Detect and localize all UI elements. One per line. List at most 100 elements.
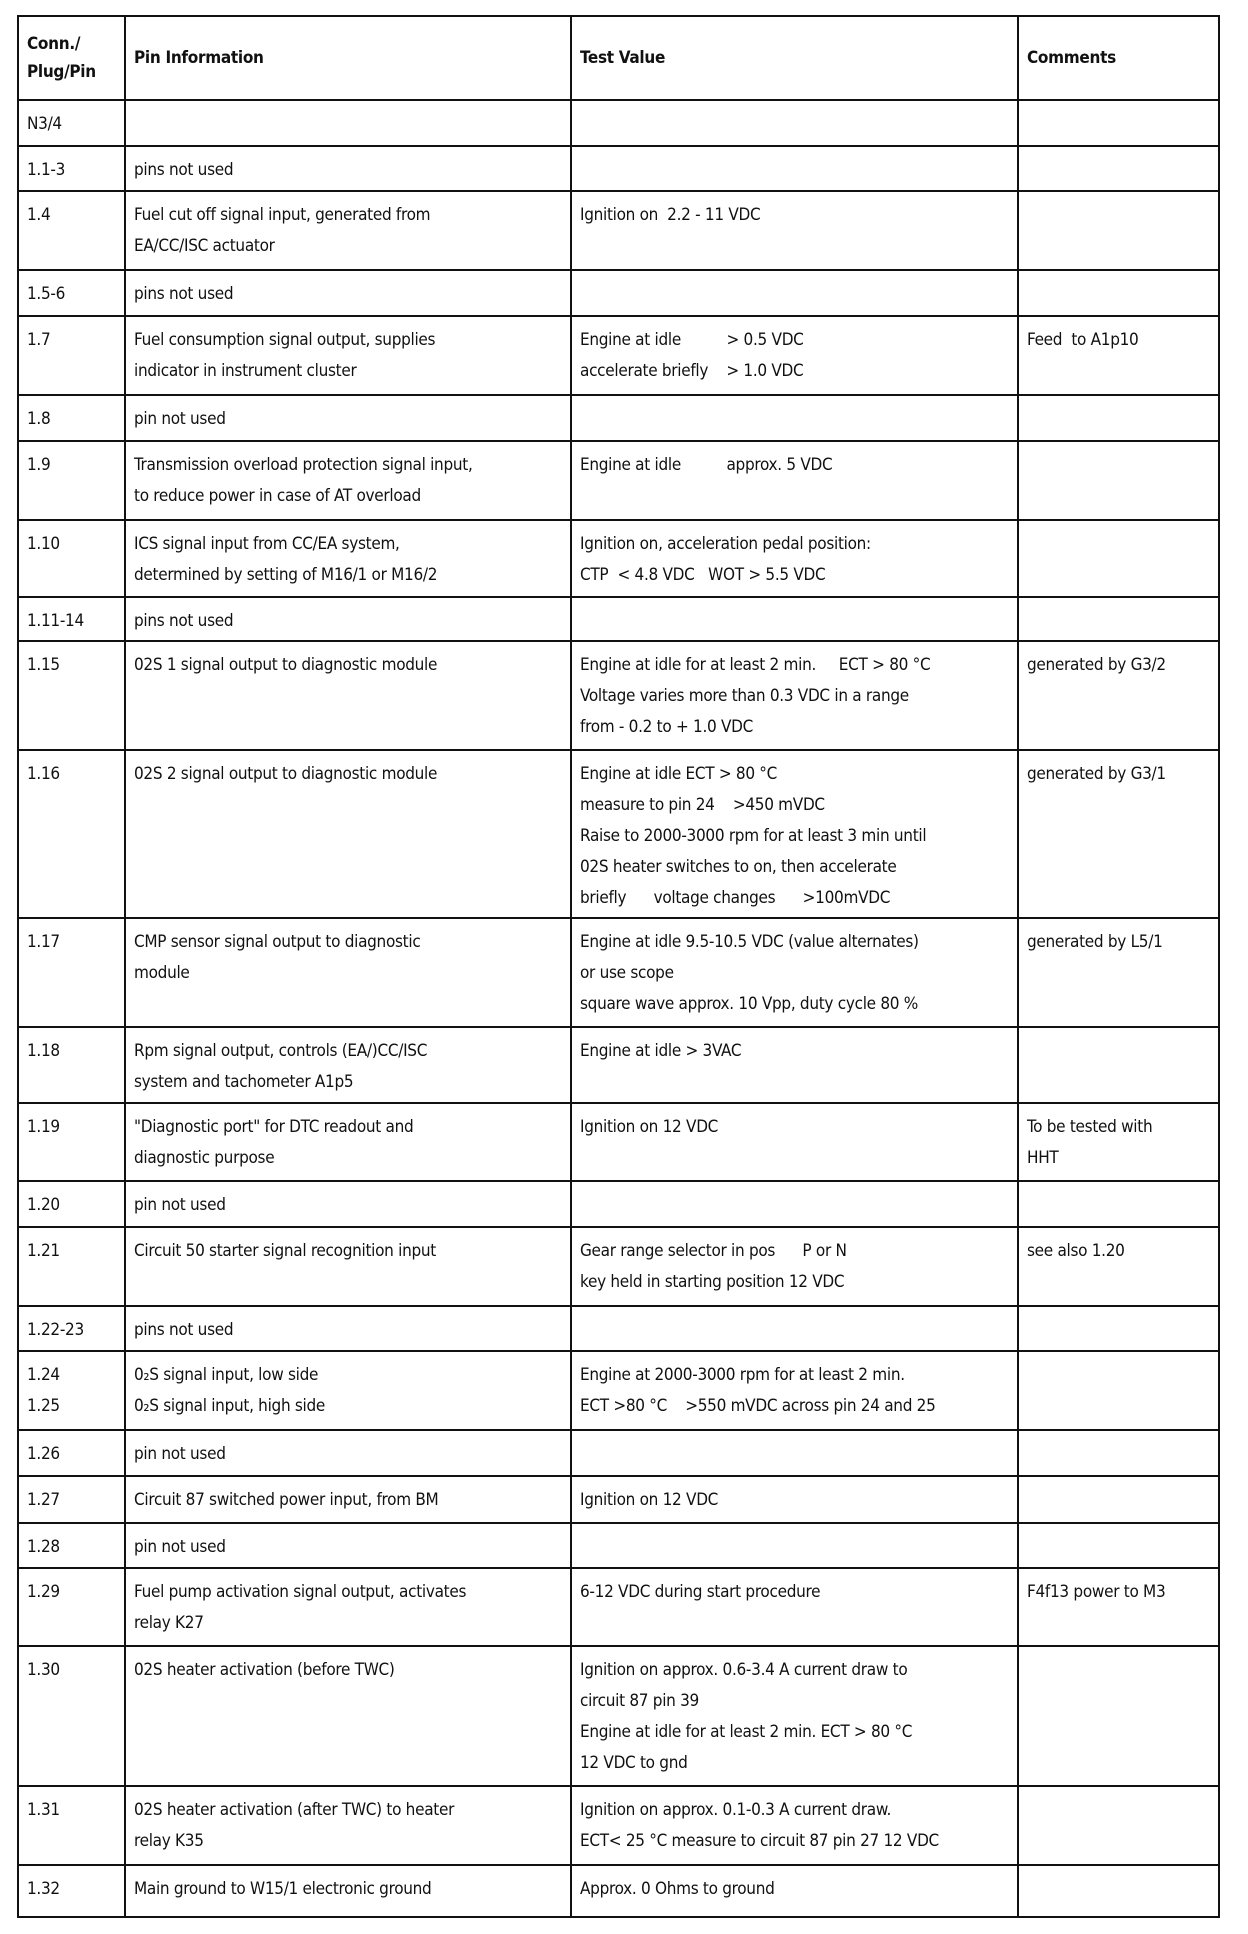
cell-comments: see also 1.20 bbox=[1017, 1226, 1220, 1307]
table-row: 1.26 pin not used bbox=[17, 1429, 1220, 1477]
cell-line: Feed to A1p10 bbox=[1027, 330, 1139, 350]
cell-line: 02S heater activation (after TWC) to hea… bbox=[134, 1800, 455, 1820]
table-row: 1.19 "Diagnostic port" for DTC readout an… bbox=[17, 1102, 1220, 1182]
cell-pin: 1.30 bbox=[17, 1645, 126, 1787]
cell-line: Voltage varies more than 0.3 VDC in a ra… bbox=[580, 686, 909, 706]
cell-pin: 1.19 bbox=[17, 1102, 126, 1182]
cell-line: Circuit 50 starter signal recognition in… bbox=[134, 1241, 436, 1261]
pin-number: 1.30 bbox=[27, 1660, 60, 1680]
cell-pin: 1.21 bbox=[17, 1226, 126, 1307]
cell-line: pins not used bbox=[134, 160, 234, 180]
cell-line: pin not used bbox=[134, 1195, 226, 1215]
cell-line: see also 1.20 bbox=[1027, 1241, 1125, 1261]
cell-line: indicator in instrument cluster bbox=[134, 361, 357, 381]
table-row: 1.10 ICS signal input from CC/EA system, d… bbox=[17, 519, 1220, 598]
cell-line: HHT bbox=[1027, 1148, 1059, 1168]
cell-line: ECT< 25 °C measure to circuit 87 pin 27 … bbox=[580, 1831, 939, 1851]
table-row: 1.21 Circuit 50 starter signal recognitio… bbox=[17, 1226, 1220, 1307]
cell-line: Ignition on 12 VDC bbox=[580, 1490, 719, 1510]
cell-comments bbox=[1017, 1180, 1220, 1228]
cell-comments bbox=[1017, 596, 1220, 642]
cell-line: accelerate briefly > 1.0 VDC bbox=[580, 361, 804, 381]
cell-line: Ignition on approx. 0.6-3.4 A current dr… bbox=[580, 1660, 908, 1680]
pin-number: 1.26 bbox=[27, 1444, 60, 1464]
table-row: 1.17 CMP sensor signal output to diagnost… bbox=[17, 917, 1220, 1028]
table-row: 1.20 pin not used bbox=[17, 1180, 1220, 1228]
cell-test-value: Ignition on 12 VDC bbox=[570, 1102, 1019, 1182]
table-row: 1.24 1.25 0₂S signal input, low side 0₂S s… bbox=[17, 1350, 1220, 1431]
cell-pin-information: pin not used bbox=[124, 394, 572, 442]
cell-line: from - 0.2 to + 1.0 VDC bbox=[580, 717, 754, 737]
cell-comments: Feed to A1p10 bbox=[1017, 315, 1220, 396]
cell-pin: 1.11-14 bbox=[17, 596, 126, 642]
cell-line: Main ground to W15/1 electronic ground bbox=[134, 1879, 432, 1899]
pin-number: 1.8 bbox=[27, 409, 51, 429]
cell-pin: 1.22-23 bbox=[17, 1305, 126, 1352]
cell-line: F4f13 power to M3 bbox=[1027, 1582, 1166, 1602]
cell-comments: F4f13 power to M3 bbox=[1017, 1567, 1220, 1647]
cell-line: CMP sensor signal output to diagnostic bbox=[134, 932, 421, 952]
cell-test-value: Ignition on, acceleration pedal position… bbox=[570, 519, 1019, 598]
cell-line: Engine at 2000-3000 rpm for at least 2 m… bbox=[580, 1365, 905, 1385]
cell-test-value bbox=[570, 269, 1019, 317]
cell-line: Engine at idle for at least 2 min. ECT >… bbox=[580, 655, 931, 675]
cell-pin-information: Fuel consumption signal output, supplies… bbox=[124, 315, 572, 396]
cell-pin: 1.15 bbox=[17, 640, 126, 751]
cell-pin-information: 02S heater activation (before TWC) bbox=[124, 1645, 572, 1787]
cell-comments bbox=[1017, 519, 1220, 598]
cell-pin-information: "Diagnostic port" for DTC readout and dia… bbox=[124, 1102, 572, 1182]
cell-test-value: Engine at idle > 3VAC bbox=[570, 1026, 1019, 1104]
table-row: 1.15 02S 1 signal output to diagnostic mo… bbox=[17, 640, 1220, 751]
cell-pin: 1.24 1.25 bbox=[17, 1350, 126, 1431]
cell-line: 02S heater activation (before TWC) bbox=[134, 1660, 395, 1680]
cell-test-value: Engine at idle approx. 5 VDC bbox=[570, 440, 1019, 521]
cell-pin-information: Fuel pump activation signal output, acti… bbox=[124, 1567, 572, 1647]
pin-number: 1.5-6 bbox=[27, 284, 66, 304]
cell-pin: 1.10 bbox=[17, 519, 126, 598]
cell-line: pin not used bbox=[134, 1444, 226, 1464]
table-row: 1.1-3 pins not used bbox=[17, 145, 1220, 192]
cell-test-value bbox=[570, 1305, 1019, 1352]
cell-line: diagnostic purpose bbox=[134, 1148, 275, 1168]
cell-line: Raise to 2000-3000 rpm for at least 3 mi… bbox=[580, 826, 927, 846]
pin-number: 1.7 bbox=[27, 330, 51, 350]
pin-number: 1.16 bbox=[27, 764, 60, 784]
cell-line: determined by setting of M16/1 or M16/2 bbox=[134, 565, 438, 585]
cell-pin-information: 02S heater activation (after TWC) to hea… bbox=[124, 1785, 572, 1866]
pin-number: 1.28 bbox=[27, 1537, 60, 1557]
cell-pin: 1.26 bbox=[17, 1429, 126, 1477]
cell-line: generated by G3/1 bbox=[1027, 764, 1166, 784]
cell-line: Transmission overload protection signal … bbox=[134, 455, 473, 475]
cell-pin-information: 02S 1 signal output to diagnostic module bbox=[124, 640, 572, 751]
table-row: 1.5-6 pins not used bbox=[17, 269, 1220, 317]
table-row: 1.31 02S heater activation (after TWC) to… bbox=[17, 1785, 1220, 1866]
cell-test-value bbox=[570, 1180, 1019, 1228]
cell-test-value: 6-12 VDC during start procedure bbox=[570, 1567, 1019, 1647]
pin-number: 1.17 bbox=[27, 932, 60, 952]
cell-test-value bbox=[570, 596, 1019, 642]
table-row: 1.29 Fuel pump activation signal output, … bbox=[17, 1567, 1220, 1647]
cell-line: 02S 2 signal output to diagnostic module bbox=[134, 764, 438, 784]
cell-test-value: Engine at idle > 0.5 VDC accelerate brief… bbox=[570, 315, 1019, 396]
header-comments: Comments bbox=[1017, 15, 1220, 101]
pin-number: 1.20 bbox=[27, 1195, 60, 1215]
cell-line: Ignition on approx. 0.1-0.3 A current dr… bbox=[580, 1800, 892, 1820]
cell-pin-information: Main ground to W15/1 electronic ground bbox=[124, 1864, 572, 1918]
cell-pin: 1.27 bbox=[17, 1475, 126, 1524]
cell-comments bbox=[1017, 1645, 1220, 1787]
cell-line: Engine at idle > 0.5 VDC bbox=[580, 330, 804, 350]
cell-line: square wave approx. 10 Vpp, duty cycle 8… bbox=[580, 994, 918, 1014]
table-row: 1.28 pin not used bbox=[17, 1522, 1220, 1569]
cell-line: Gear range selector in pos P or N bbox=[580, 1241, 847, 1261]
pin-number: 1.29 bbox=[27, 1582, 60, 1602]
cell-test-value: Engine at idle ECT > 80 °C measure to pin… bbox=[570, 749, 1019, 919]
header-pin: Conn./ Plug/Pin bbox=[17, 15, 126, 101]
table-row: 1.9 Transmission overload protection sign… bbox=[17, 440, 1220, 521]
pin-number: 1.24 1.25 bbox=[27, 1365, 60, 1416]
cell-comments bbox=[1017, 269, 1220, 317]
cell-pin: 1.4 bbox=[17, 190, 126, 271]
cell-line: 0₂S signal input, high side bbox=[134, 1396, 326, 1416]
cell-line: circuit 87 pin 39 bbox=[580, 1691, 699, 1711]
cell-line: to reduce power in case of AT overload bbox=[134, 486, 421, 506]
cell-pin: 1.32 bbox=[17, 1864, 126, 1918]
